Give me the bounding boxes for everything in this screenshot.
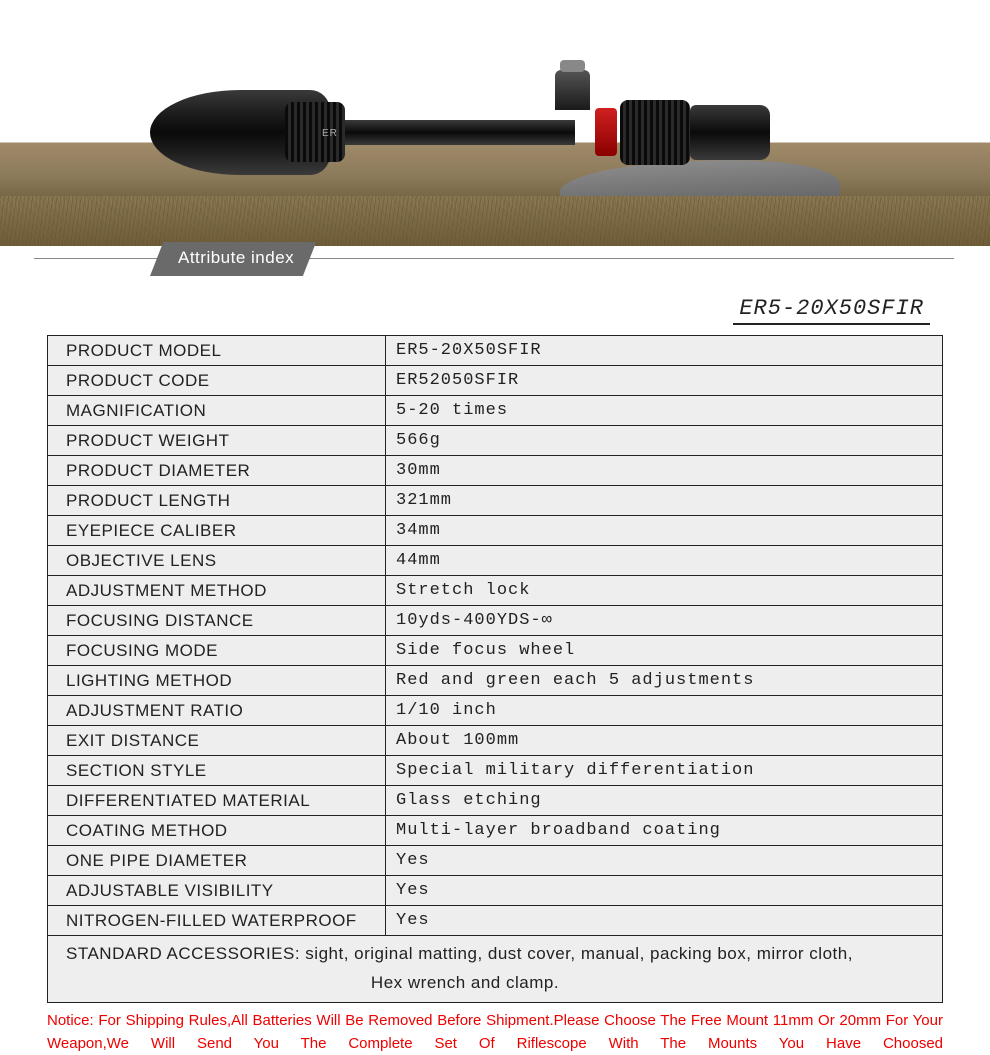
table-row: LIGHTING METHODRed and green each 5 adju… bbox=[48, 666, 943, 696]
model-title: ER5-20X50SFIR bbox=[0, 296, 990, 321]
spec-label: FOCUSING DISTANCE bbox=[48, 606, 386, 636]
spec-value: Special military differentiation bbox=[386, 756, 943, 786]
spec-value: Yes bbox=[386, 876, 943, 906]
table-row: ADJUSTMENT METHODStretch lock bbox=[48, 576, 943, 606]
table-row: OBJECTIVE LENS44mm bbox=[48, 546, 943, 576]
spec-label: SECTION STYLE bbox=[48, 756, 386, 786]
table-row: EXIT DISTANCEAbout 100mm bbox=[48, 726, 943, 756]
spec-value: 321mm bbox=[386, 486, 943, 516]
table-row: PRODUCT MODELER5-20X50SFIR bbox=[48, 336, 943, 366]
spec-value: 44mm bbox=[386, 546, 943, 576]
table-row: DIFFERENTIATED MATERIALGlass etching bbox=[48, 786, 943, 816]
attribute-index-badge: Attribute index bbox=[150, 242, 316, 276]
table-row: PRODUCT CODEER52050SFIR bbox=[48, 366, 943, 396]
table-row: STANDARD ACCESSORIES: sight, original ma… bbox=[48, 936, 943, 1003]
table-row: NITROGEN-FILLED WATERPROOFYes bbox=[48, 906, 943, 936]
spec-value: Yes bbox=[386, 846, 943, 876]
spec-value: 10yds-400YDS-∞ bbox=[386, 606, 943, 636]
accessories-line2: Hex wrench and clamp. bbox=[66, 969, 924, 998]
table-row: MAGNIFICATION5-20 times bbox=[48, 396, 943, 426]
spec-value: 566g bbox=[386, 426, 943, 456]
spec-value: 5-20 times bbox=[386, 396, 943, 426]
spec-label: MAGNIFICATION bbox=[48, 396, 386, 426]
spec-label: EYEPIECE CALIBER bbox=[48, 516, 386, 546]
spec-label: ADJUSTMENT RATIO bbox=[48, 696, 386, 726]
spec-value: ER5-20X50SFIR bbox=[386, 336, 943, 366]
spec-value: 30mm bbox=[386, 456, 943, 486]
table-row: EYEPIECE CALIBER34mm bbox=[48, 516, 943, 546]
table-row: COATING METHODMulti-layer broadband coat… bbox=[48, 816, 943, 846]
table-row: PRODUCT DIAMETER30mm bbox=[48, 456, 943, 486]
model-title-text: ER5-20X50SFIR bbox=[733, 296, 930, 325]
spec-value: Multi-layer broadband coating bbox=[386, 816, 943, 846]
table-row: FOCUSING DISTANCE10yds-400YDS-∞ bbox=[48, 606, 943, 636]
spec-label: ADJUSTABLE VISIBILITY bbox=[48, 876, 386, 906]
spec-value: 1/10 inch bbox=[386, 696, 943, 726]
table-row: ADJUSTABLE VISIBILITYYes bbox=[48, 876, 943, 906]
spec-label: COATING METHOD bbox=[48, 816, 386, 846]
spec-label: PRODUCT LENGTH bbox=[48, 486, 386, 516]
spec-label: ADJUSTMENT METHOD bbox=[48, 576, 386, 606]
table-row: PRODUCT LENGTH321mm bbox=[48, 486, 943, 516]
table-row: FOCUSING MODESide focus wheel bbox=[48, 636, 943, 666]
spec-table: PRODUCT MODELER5-20X50SFIRPRODUCT CODEER… bbox=[47, 335, 943, 1003]
hero-image: ER bbox=[0, 0, 990, 246]
spec-label: PRODUCT DIAMETER bbox=[48, 456, 386, 486]
spec-value: Stretch lock bbox=[386, 576, 943, 606]
scope-er-label: ER bbox=[322, 128, 338, 139]
spec-label: OBJECTIVE LENS bbox=[48, 546, 386, 576]
spec-value: 34mm bbox=[386, 516, 943, 546]
spec-value: About 100mm bbox=[386, 726, 943, 756]
spec-label: DIFFERENTIATED MATERIAL bbox=[48, 786, 386, 816]
badge-row: Attribute index bbox=[0, 246, 990, 294]
accessories-line1: sight, original matting, dust cover, man… bbox=[300, 944, 853, 963]
scope-illustration bbox=[150, 90, 770, 200]
spec-value: Glass etching bbox=[386, 786, 943, 816]
spec-value: Yes bbox=[386, 906, 943, 936]
spec-label: ONE PIPE DIAMETER bbox=[48, 846, 386, 876]
spec-label: PRODUCT CODE bbox=[48, 366, 386, 396]
spec-label: PRODUCT WEIGHT bbox=[48, 426, 386, 456]
accessories-label: STANDARD ACCESSORIES: bbox=[66, 944, 300, 963]
spec-value: Red and green each 5 adjustments bbox=[386, 666, 943, 696]
table-row: SECTION STYLESpecial military differenti… bbox=[48, 756, 943, 786]
shipping-notice: Notice: For Shipping Rules,All Batteries… bbox=[47, 1009, 943, 1055]
table-row: PRODUCT WEIGHT566g bbox=[48, 426, 943, 456]
spec-label: EXIT DISTANCE bbox=[48, 726, 386, 756]
standard-accessories: STANDARD ACCESSORIES: sight, original ma… bbox=[48, 936, 943, 1003]
grass-decor bbox=[0, 196, 990, 246]
table-row: ONE PIPE DIAMETERYes bbox=[48, 846, 943, 876]
spec-label: LIGHTING METHOD bbox=[48, 666, 386, 696]
spec-value: Side focus wheel bbox=[386, 636, 943, 666]
spec-label: FOCUSING MODE bbox=[48, 636, 386, 666]
spec-label: NITROGEN-FILLED WATERPROOF bbox=[48, 906, 386, 936]
table-row: ADJUSTMENT RATIO1/10 inch bbox=[48, 696, 943, 726]
spec-label: PRODUCT MODEL bbox=[48, 336, 386, 366]
spec-value: ER52050SFIR bbox=[386, 366, 943, 396]
